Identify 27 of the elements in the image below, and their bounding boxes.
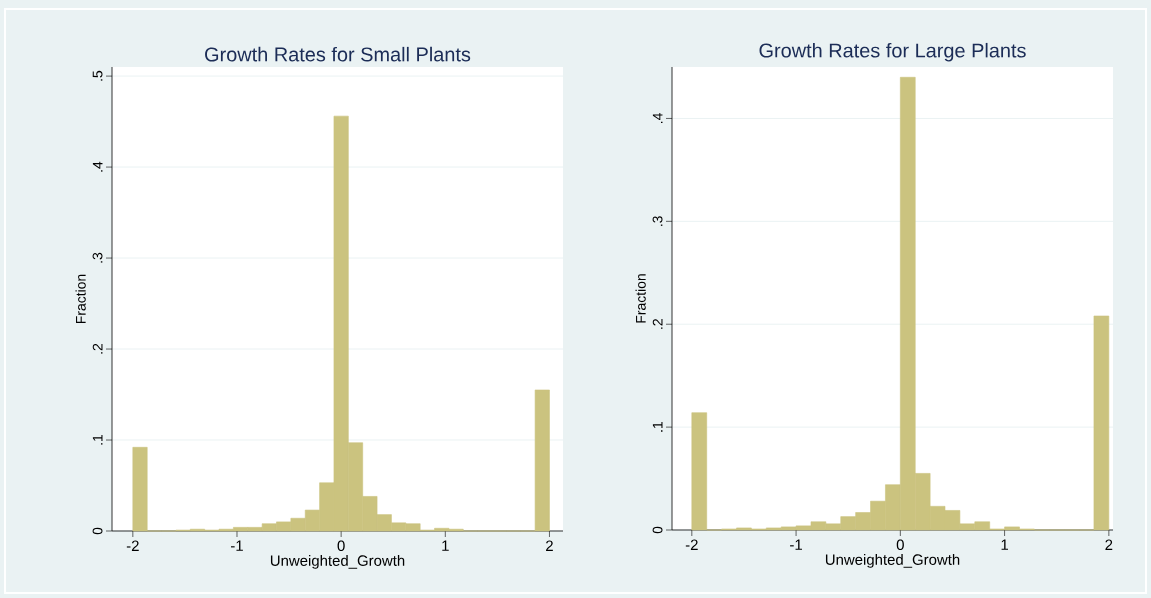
y-tick-label: 0 (92, 527, 103, 535)
x-tick-label: 2 (1105, 539, 1113, 550)
y-tick-label: .5 (92, 70, 103, 81)
chart-title: Growth Rates for Small Plants (205, 46, 471, 62)
x-axis-title: Unweighted_Growth (270, 554, 405, 569)
y-tick-label: .4 (652, 113, 663, 123)
x-tick-label: -1 (790, 539, 802, 550)
x-tick-label: 2 (546, 540, 553, 551)
x-tick-label: 0 (896, 539, 904, 551)
y-axis-title: Fraction (75, 274, 86, 324)
x-tick-label: 1 (1001, 539, 1009, 550)
x-tick-label: 1 (442, 540, 449, 551)
chart-title: Growth Rates for Large Plants (759, 42, 1026, 62)
y-tick-label: .3 (92, 252, 103, 263)
x-tick-label: -1 (231, 540, 243, 551)
y-tick-label: .1 (652, 421, 663, 432)
x-tick-label: -2 (126, 540, 139, 551)
x-tick-label: -2 (685, 539, 698, 550)
x-axis-title: Unweighted_Growth (825, 553, 960, 568)
y-axis-title: Fraction (635, 274, 646, 323)
x-tick-label: 0 (337, 540, 345, 552)
y-tick-label: .2 (92, 343, 103, 354)
y-tick-label: .2 (652, 319, 663, 329)
y-tick-label: 0 (652, 526, 663, 534)
y-tick-label: .1 (92, 434, 103, 445)
y-tick-label: .4 (92, 161, 103, 172)
y-tick-label: .3 (652, 216, 663, 226)
